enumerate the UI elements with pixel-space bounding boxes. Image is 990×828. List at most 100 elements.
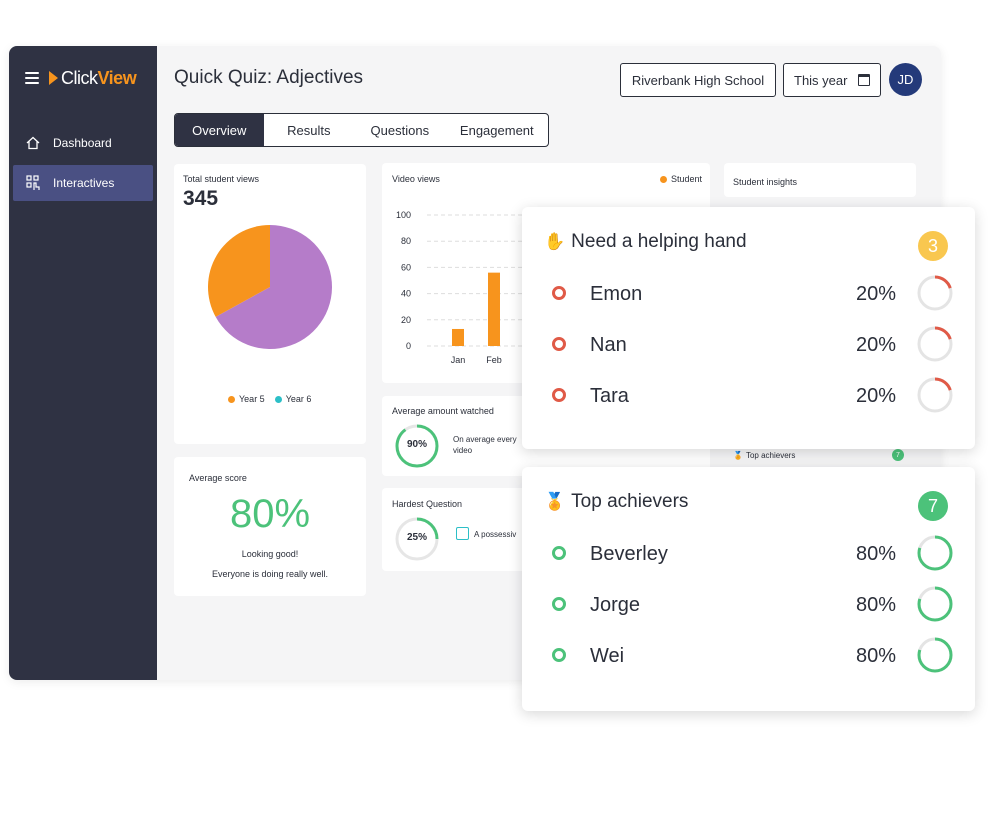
person-row[interactable]: Tara 20%	[522, 375, 975, 415]
pie-slice-year-5[interactable]	[208, 225, 270, 317]
person-name: Tara	[590, 385, 629, 407]
home-icon	[25, 135, 41, 151]
period-label: This year	[794, 72, 848, 88]
average-score-card: Average score 80% Looking good! Everyone…	[174, 457, 366, 596]
menu-icon[interactable]	[25, 72, 39, 84]
status-dot-icon	[552, 597, 566, 611]
calendar-icon	[858, 74, 870, 86]
tab-overview[interactable]: Overview	[175, 114, 264, 146]
bar-legend: Student	[660, 174, 702, 184]
score-status: Looking good!	[241, 549, 299, 559]
status-dot-icon	[552, 546, 566, 560]
person-row[interactable]: Nan 20%	[522, 324, 975, 364]
score-progress-ring	[917, 637, 953, 673]
score-progress-ring	[917, 275, 953, 311]
sidebar-item-label: Dashboard	[53, 136, 112, 150]
person-row[interactable]: Jorge 80%	[522, 584, 975, 624]
school-selector[interactable]: Riverbank High School	[620, 63, 776, 97]
watched-line1: On average every	[453, 435, 517, 444]
pie-slice-year-6[interactable]	[215, 225, 332, 349]
total-views-value: 345	[183, 187, 219, 210]
insights-top-achievers-count: 7	[892, 449, 904, 461]
y-tick-label: 60	[401, 262, 411, 272]
watched-line2: video	[453, 446, 473, 455]
hardest-question-text: A possessiv	[474, 530, 517, 539]
person-score: 20%	[855, 334, 896, 356]
status-dot-icon	[552, 286, 566, 300]
status-dot-icon	[552, 337, 566, 351]
person-name: Wei	[590, 645, 625, 667]
legend-year5: Year 5	[239, 394, 265, 404]
page-title: Quick Quiz: Adjectives	[174, 67, 364, 88]
helping-hand-title-text: Need a helping hand	[571, 231, 747, 252]
y-tick-label: 40	[401, 289, 411, 299]
person-row[interactable]: Emon 20%	[522, 273, 975, 313]
medal-icon: 🏅	[544, 492, 566, 511]
tab-bar: Overview Results Questions Engagement	[174, 113, 549, 147]
legend-year6: Year 6	[285, 394, 312, 404]
score-progress-ring	[917, 326, 953, 362]
person-name: Nan	[590, 334, 627, 356]
sidebar: Click View Dashboard Interactives	[9, 46, 157, 680]
interactives-icon	[25, 175, 41, 191]
person-score: 20%	[855, 385, 896, 407]
hardest-percent: 25%	[406, 532, 427, 543]
helping-hand-title: ✋ Need a helping hand	[544, 231, 747, 253]
watched-percent: 90%	[406, 439, 427, 450]
helping-hand-panel: ✋ Need a helping hand 3 Emon 20% Nan 20% Tar…	[522, 207, 975, 449]
insights-top-achievers-label: Top achievers	[745, 451, 796, 460]
watched-progress-ring	[395, 424, 439, 468]
bar-jan[interactable]	[452, 328, 464, 346]
person-name: Emon	[590, 283, 643, 305]
tab-results[interactable]: Results	[287, 122, 331, 138]
logo-view-text: View	[97, 67, 137, 88]
person-score: 20%	[855, 283, 896, 305]
legend-swatch-year6	[274, 395, 282, 403]
period-selector[interactable]: This year	[783, 63, 881, 97]
average-score-label: Average score	[189, 473, 247, 483]
person-row[interactable]: Wei 80%	[522, 635, 975, 675]
score-progress-ring	[917, 586, 953, 622]
helping-hand-count: 3	[918, 231, 948, 261]
raised-hand-icon: ✋	[544, 232, 566, 251]
video-views-label: Video views	[392, 174, 440, 184]
y-tick-label: 80	[401, 236, 411, 246]
legend-swatch-year5	[228, 395, 235, 403]
hardest-progress-ring	[395, 517, 439, 561]
sidebar-item-interactives[interactable]: Interactives	[13, 165, 153, 201]
legend-swatch-student	[660, 175, 667, 183]
watched-description: On average every video	[453, 434, 517, 456]
total-views-label: Total student views	[183, 174, 260, 184]
person-name: Beverley	[590, 543, 668, 565]
tab-questions[interactable]: Questions	[370, 122, 430, 138]
average-score-value: 80%	[229, 492, 311, 536]
top-achievers-panel: 🏅 Top achievers 7 Beverley 80% Jorge 80% Wei…	[522, 467, 975, 711]
sidebar-item-label: Interactives	[53, 176, 115, 190]
status-dot-icon	[552, 648, 566, 662]
score-message: Everyone is doing really well.	[211, 569, 329, 579]
medal-icon: 🏅	[733, 451, 743, 460]
legend-student: Student	[671, 174, 703, 184]
insights-top-achievers: 🏅 Top achievers	[733, 451, 795, 460]
x-tick-label: Jan	[451, 355, 466, 365]
avatar[interactable]: JD	[889, 63, 922, 96]
logo-click-text: Click	[61, 67, 98, 88]
bar-feb[interactable]	[488, 272, 500, 346]
question-icon	[456, 527, 469, 540]
score-progress-ring	[917, 377, 953, 413]
person-row[interactable]: Beverley 80%	[522, 533, 975, 573]
pie-legend: Year 5 Year 6	[228, 394, 311, 404]
status-dot-icon	[552, 388, 566, 402]
top-achievers-count: 7	[918, 491, 948, 521]
y-tick-label: 0	[406, 341, 411, 351]
sidebar-item-dashboard[interactable]: Dashboard	[13, 125, 153, 161]
top-achievers-title: 🏅 Top achievers	[544, 491, 688, 513]
tab-engagement[interactable]: Engagement	[459, 122, 534, 138]
person-score: 80%	[855, 594, 896, 616]
hardest-question-label: Hardest Question	[392, 499, 463, 509]
student-insights-card: Student insights	[724, 163, 916, 197]
clickview-logo[interactable]: Click View	[49, 66, 137, 90]
top-achievers-title-text: Top achievers	[571, 491, 689, 512]
y-tick-label: 100	[396, 210, 411, 220]
student-insights-label: Student insights	[733, 177, 798, 187]
